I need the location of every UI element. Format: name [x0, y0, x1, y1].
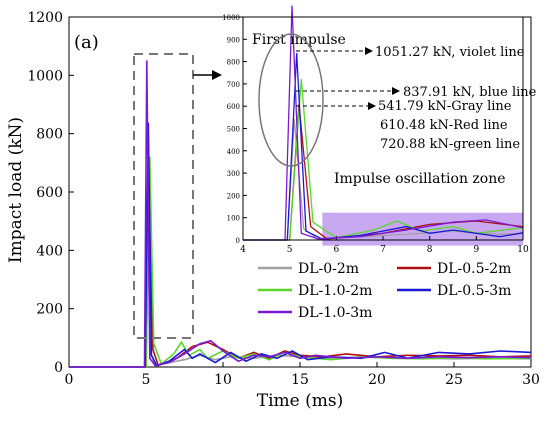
inset-y-tick-label: 300: [227, 170, 240, 178]
legend-label: DL-0-2m: [298, 261, 359, 277]
inset-y-tick-label: 800: [227, 59, 240, 67]
inset-y-tick-label: 700: [227, 81, 240, 89]
gray-peak-label: 541.79 kN-Gray line: [378, 99, 512, 114]
y-tick-label: 400: [36, 243, 63, 259]
inset-x-tick-label: 6: [333, 245, 339, 255]
inset-series-line-DL-0.5-3m: [243, 53, 524, 241]
inset-x-tick-label: 9: [473, 245, 479, 255]
selection-box: [133, 53, 194, 339]
y-axis-title: Impact load (kN): [6, 117, 26, 263]
inset-series-line-DL-1.0-3m: [243, 5, 524, 241]
green-peak-label: 720.88 kN-green line: [380, 137, 520, 152]
inset-series-lines: [243, 5, 524, 241]
y-tick-label: 800: [36, 127, 63, 143]
violet-peak-arrowhead: [365, 47, 373, 55]
zoom-arrow-head: [212, 70, 222, 80]
legend-label: DL-1.0-2m: [298, 283, 372, 299]
series-line-DL-1.0-3m: [69, 60, 532, 368]
gray-peak-arrowhead: [368, 102, 376, 110]
x-tick-label: 10: [214, 372, 232, 388]
inset-y-tick-label: 500: [227, 126, 240, 134]
main-series-lines: [69, 60, 532, 368]
inset-title: First impulse: [252, 32, 346, 48]
y-tick-label: 200: [36, 302, 63, 318]
blue-peak-label: 837.91 kN, blue line: [403, 85, 537, 100]
legend-label: DL-0.5-3m: [437, 283, 511, 299]
y-tick-label: 1000: [27, 68, 63, 84]
x-tick-label: 5: [142, 372, 151, 388]
x-tick-label: 0: [65, 372, 74, 388]
inset-x-tick-label: 10: [517, 245, 529, 255]
inset-x-tick-label: 4: [240, 245, 246, 255]
peak-annotations: 1051.27 kN, violet line 837.91 kN, blue …: [296, 45, 537, 152]
x-axis-title: Time (ms): [257, 391, 343, 411]
inset-x-tick-label: 8: [427, 245, 433, 255]
inset-y-tick-label: 900: [227, 36, 240, 44]
inset-y-tick-label: 200: [227, 192, 240, 200]
inset-y-tick-label: 1000: [222, 14, 240, 22]
inset-y-tick-label: 600: [227, 103, 240, 111]
x-tick-label: 25: [445, 372, 463, 388]
legend: DL-0-2m DL-0.5-2m DL-1.0-2m DL-0.5-3m DL-1.0…: [258, 261, 511, 321]
inset-y-tick-label: 100: [227, 215, 240, 223]
inset-y-tick-label: 0: [236, 237, 240, 245]
legend-label: DL-0.5-2m: [437, 261, 511, 277]
y-tick-label: 600: [36, 185, 63, 201]
blue-peak-arrowhead: [392, 87, 400, 95]
y-tick-label: 1200: [27, 10, 63, 26]
oscillation-zone-band: [322, 212, 523, 246]
violet-peak-label: 1051.27 kN, violet line: [375, 45, 525, 60]
oscillation-zone-label: Impulse oscillation zone: [334, 171, 506, 187]
inset-y-tick-label: 400: [227, 148, 240, 156]
red-peak-label: 610.48 kN-Red line: [380, 118, 508, 133]
inset-plot-frame: [242, 16, 524, 241]
first-impulse-ellipse: [258, 33, 324, 167]
legend-label: DL-1.0-3m: [298, 305, 372, 321]
x-tick-label: 20: [368, 372, 386, 388]
x-tick-label: 30: [522, 372, 540, 388]
x-tick-label: 15: [291, 372, 309, 388]
inset-x-tick-label: 5: [287, 245, 293, 255]
y-tick-label: 0: [54, 360, 63, 376]
panel-label: (a): [74, 32, 99, 53]
inset-x-tick-label: 7: [380, 245, 386, 255]
